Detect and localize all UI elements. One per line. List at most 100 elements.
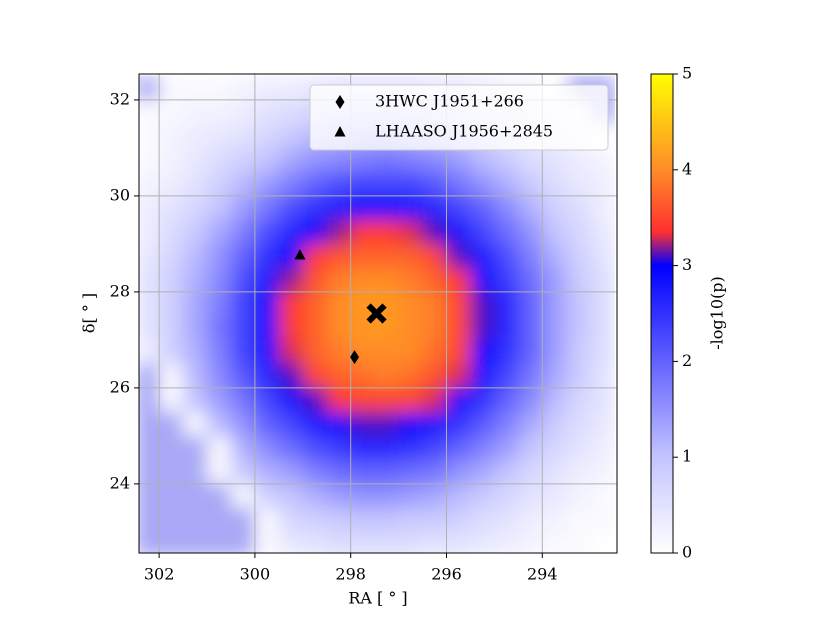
y-tick-label: 30 (110, 185, 130, 204)
heat-cell (278, 147, 304, 173)
heat-cell (207, 291, 232, 317)
heat-cell (422, 435, 448, 461)
heat-cell (590, 411, 615, 437)
heat-cell (278, 363, 304, 389)
heat-cell (518, 291, 543, 317)
heat-cell (254, 411, 280, 437)
heat-cell (470, 411, 495, 437)
heat-cell (278, 291, 304, 317)
heat-cell (254, 243, 280, 269)
heat-cell (398, 387, 424, 413)
heat-cell (494, 219, 519, 245)
heat-cell (494, 195, 519, 221)
heat-cell (278, 75, 304, 101)
heat-cell (494, 267, 519, 293)
heat-cell (350, 291, 376, 317)
heat-cell (350, 507, 376, 533)
heat-cell (422, 387, 448, 413)
heat-cell (518, 483, 543, 509)
masked-cell (159, 483, 184, 509)
heat-cell (159, 171, 184, 197)
masked-cell (139, 531, 160, 553)
heat-cell (350, 195, 376, 221)
masked-cell (139, 507, 160, 533)
heat-cell (494, 147, 519, 173)
heat-cell (566, 315, 591, 341)
heat-cell (566, 483, 591, 509)
heat-cell (139, 219, 160, 245)
legend-marker (335, 95, 345, 109)
heat-cell (183, 75, 208, 101)
heat-cell (139, 339, 160, 365)
heat-cell (590, 531, 615, 553)
heat-cell (542, 411, 567, 437)
heat-cell (566, 243, 591, 269)
heat-cell (374, 219, 400, 245)
heat-cell (398, 459, 424, 485)
heat-cell (542, 339, 567, 365)
heat-cell (159, 339, 184, 365)
heat-cell (302, 339, 328, 365)
heat-cell (518, 219, 543, 245)
heat-cell (542, 291, 567, 317)
heat-cell (518, 531, 543, 553)
heat-cell (278, 219, 304, 245)
heat-cell (326, 531, 352, 553)
colorbar-tick-label: 3 (682, 255, 692, 274)
heat-cell (398, 267, 424, 293)
y-axis-label: δ[ ° ] (80, 293, 99, 333)
heat-cell (446, 171, 472, 197)
heat-cell (254, 147, 280, 173)
heat-cell (350, 435, 376, 461)
heat-cell (207, 243, 232, 269)
masked-cell (159, 411, 184, 437)
heat-cell (326, 435, 352, 461)
heat-cell (542, 243, 567, 269)
heat-cell (446, 531, 472, 553)
heat-cell (230, 459, 256, 485)
heat-cell (566, 339, 591, 365)
legend-label: 3HWC J1951+266 (375, 92, 524, 111)
heat-cell (159, 291, 184, 317)
heat-cell (566, 387, 591, 413)
heat-cell (518, 435, 543, 461)
heat-cell (230, 435, 256, 461)
heat-cell (230, 219, 256, 245)
heat-cell (207, 195, 232, 221)
heat-cell (494, 315, 519, 341)
heat-cell (139, 123, 160, 149)
heat-cell (398, 315, 424, 341)
heat-cell (374, 339, 400, 365)
heat-cell (542, 459, 567, 485)
heat-cell (207, 219, 232, 245)
masked-cell (159, 531, 184, 553)
heat-cell (542, 195, 567, 221)
heat-cell (446, 267, 472, 293)
heat-cell (183, 267, 208, 293)
heat-cell (278, 435, 304, 461)
heat-cell (470, 387, 495, 413)
heat-cell (254, 363, 280, 389)
heat-cell (254, 75, 280, 101)
heat-cell (350, 531, 376, 553)
heat-cell (494, 411, 519, 437)
heat-cell (374, 315, 400, 341)
heat-cell (159, 243, 184, 269)
heat-cell (302, 483, 328, 509)
heat-cell (350, 459, 376, 485)
heat-cell (422, 171, 448, 197)
heat-cell (230, 147, 256, 173)
masked-cell (183, 531, 208, 553)
heat-cell (542, 267, 567, 293)
colorbar-label: -log10(p) (708, 276, 727, 349)
heat-cell (374, 363, 400, 389)
masked-cell (183, 435, 208, 461)
heat-cell (302, 267, 328, 293)
masked-cell (159, 435, 184, 461)
heat-cell (302, 435, 328, 461)
heat-cell (183, 291, 208, 317)
heat-cell (446, 363, 472, 389)
heat-cell (159, 123, 184, 149)
heat-cell (230, 267, 256, 293)
heat-cell (254, 459, 280, 485)
